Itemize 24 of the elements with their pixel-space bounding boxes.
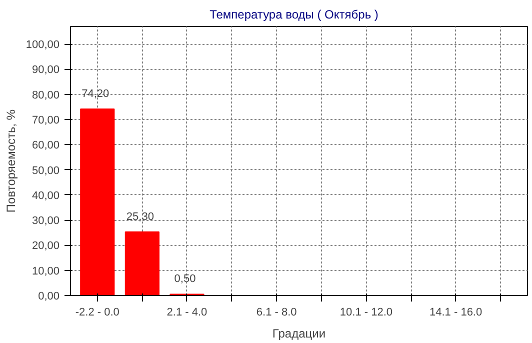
y-tick-label: 0,00 xyxy=(38,290,60,302)
data-label: 25,30 xyxy=(126,210,154,223)
y-tick-label: 20,00 xyxy=(32,240,60,252)
data-label: 0,50 xyxy=(174,273,196,286)
x-tick-label: 6.1 - 8.0 xyxy=(256,306,297,318)
y-tick-label: 100,00 xyxy=(26,39,60,52)
y-tick-label: 40,00 xyxy=(32,190,60,202)
x-tick-label: 2.1 - 4.0 xyxy=(166,306,208,318)
y-tick-label: 70,00 xyxy=(32,114,60,127)
bar xyxy=(124,231,160,296)
chart-title: Температура воды ( Октябрь ) xyxy=(210,8,378,22)
y-tick-label: 80,00 xyxy=(32,89,60,102)
y-tick-label: 10,00 xyxy=(32,265,60,278)
y-tick-label: 30,00 xyxy=(32,215,60,228)
y-axis-title: Повторяемость, % xyxy=(4,109,18,213)
y-tick-label: 50,00 xyxy=(32,164,60,177)
bar xyxy=(80,108,115,296)
data-label: 74,20 xyxy=(82,88,110,100)
x-tick-label: 14.1 - 16.0 xyxy=(430,306,482,318)
y-tick-label: 60,00 xyxy=(32,140,60,152)
x-axis-title: Градации xyxy=(272,326,326,340)
x-tick-label: 10.1 - 12.0 xyxy=(340,306,393,318)
x-tick-label: -2.2 - 0.0 xyxy=(75,306,120,318)
y-tick-label: 90,00 xyxy=(32,64,60,76)
